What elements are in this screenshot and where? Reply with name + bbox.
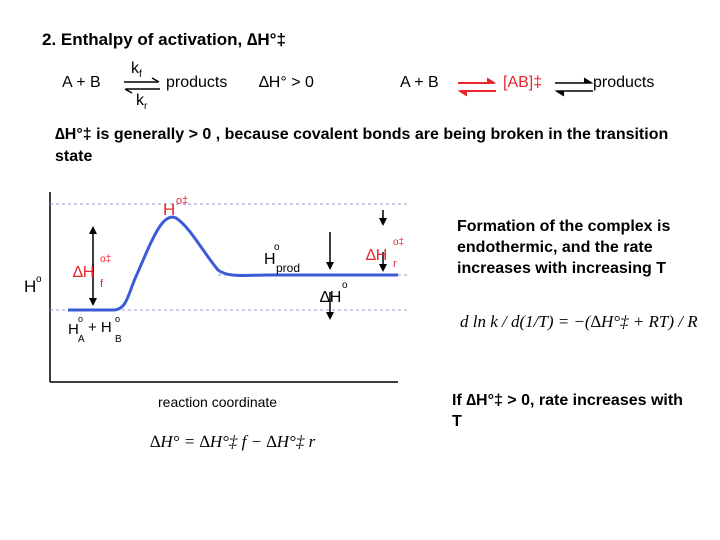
svg-text:o‡: o‡ (176, 195, 188, 207)
svg-text:B: B (115, 334, 122, 345)
reaction-curve (68, 215, 398, 312)
statement-text: ∆H°‡ is generally > 0 , because covalent… (55, 126, 669, 165)
peak-label: H (163, 200, 175, 219)
slide-title: 2. Enthalpy of activation, ∆H°‡ (42, 30, 286, 49)
svg-text:o: o (78, 314, 83, 324)
reactants-label-2: A + B (400, 74, 439, 91)
product-label: H (264, 251, 276, 268)
svg-text:o: o (342, 280, 348, 291)
svg-text:o: o (36, 274, 42, 285)
svg-text:+ H: + H (88, 319, 112, 336)
svg-text:o‡: o‡ (100, 254, 111, 265)
equation-bottom: ∆H° = ∆H°‡ f − ∆H°‡ r (150, 432, 316, 451)
activated-complex-label: [AB]‡ (503, 74, 543, 91)
conclusion-text: If ∆H°‡ > 0, rate increases with T (452, 392, 683, 430)
svg-text:f: f (100, 278, 104, 290)
products-label-2: products (593, 74, 655, 91)
delta-label: ∆H (320, 289, 341, 306)
y-axis-label: H (24, 277, 36, 296)
svg-text:prod: prod (276, 261, 300, 275)
kf-label: kf (131, 60, 142, 81)
svg-text:r: r (393, 258, 397, 270)
side-note: Formation of the complex is endothermic,… (457, 218, 671, 277)
svg-text:A: A (78, 334, 85, 345)
red-equilibrium-arrow-icon (457, 77, 497, 97)
kr-label: kr (136, 92, 148, 113)
reverse-label: ∆H (366, 247, 387, 264)
forward-label: ∆H (73, 264, 94, 281)
svg-text:o‡: o‡ (393, 237, 404, 248)
x-axis-label: reaction coordinate (158, 394, 277, 410)
delta-h-positive: ∆H° > 0 (259, 74, 314, 91)
equilibrium-arrow-icon (124, 77, 160, 94)
products-label: products (166, 74, 228, 91)
reactant-label: H (68, 321, 79, 338)
svg-text:o: o (115, 314, 120, 324)
reactants-label: A + B (62, 74, 101, 91)
equilibrium-arrow-icon-2 (554, 77, 594, 97)
equation-right: d ln k / d(1/T) = −(∆H°‡ + RT) / R (460, 312, 698, 331)
svg-text:o: o (274, 242, 280, 253)
energy-diagram: H o H o‡ ∆H o‡ f ∆H o‡ r H o prod ∆H o H… (24, 192, 408, 410)
